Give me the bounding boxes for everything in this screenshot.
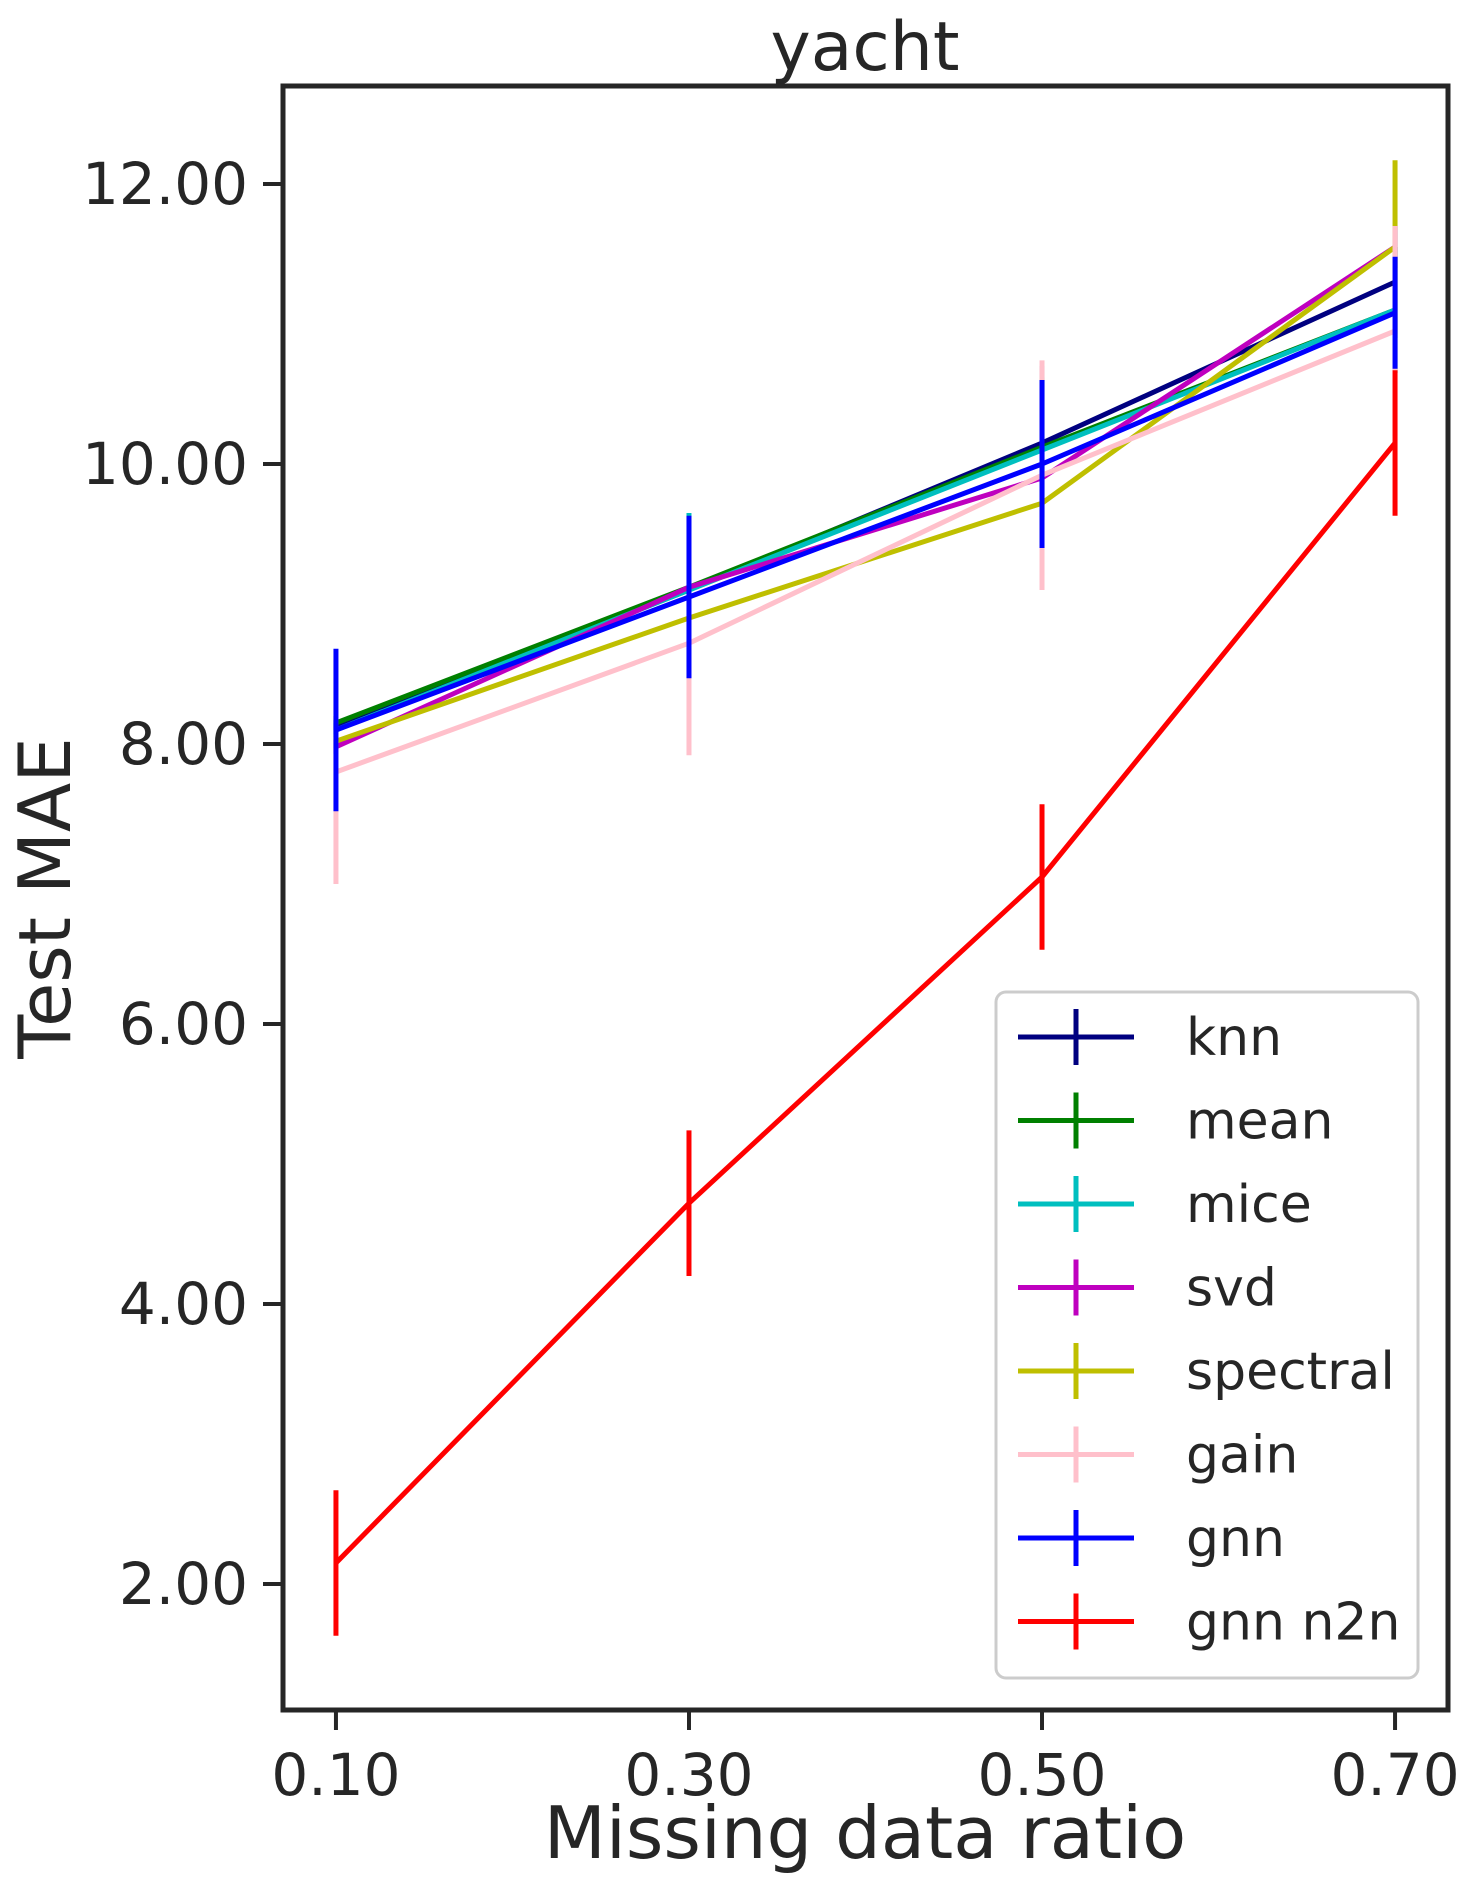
chart-title: yacht xyxy=(770,8,959,87)
legend-item: spectral xyxy=(1018,1342,1395,1402)
y-tick-label: 2.00 xyxy=(119,1550,248,1618)
legend-label: gnn xyxy=(1186,1509,1285,1569)
series-line xyxy=(335,307,1396,733)
y-tick-label: 6.00 xyxy=(119,990,248,1058)
x-axis-label: Missing data ratio xyxy=(544,1791,1186,1875)
legend-box xyxy=(994,990,1420,1680)
legend-item: knn xyxy=(1018,1008,1282,1068)
legend-item: gnn n2n xyxy=(1018,1593,1400,1653)
legend-item: mice xyxy=(1018,1175,1312,1235)
x-tick-label: 0.50 xyxy=(977,1741,1106,1809)
x-tick-label: 0.70 xyxy=(1330,1741,1459,1809)
legend-label: svd xyxy=(1186,1259,1277,1319)
y-axis-ticks: 2.00 4.00 6.00 8.00 10.00 12.00 xyxy=(82,150,283,1618)
series-gnn xyxy=(333,256,1398,812)
legend-label: gnn n2n xyxy=(1186,1593,1400,1653)
legend-item: mean xyxy=(1018,1092,1333,1152)
legend-label: knn xyxy=(1186,1008,1282,1068)
legend-label: gain xyxy=(1186,1426,1298,1486)
y-tick-label: 4.00 xyxy=(119,1270,248,1338)
y-tick-label: 10.00 xyxy=(82,430,248,498)
y-tick-label: 8.00 xyxy=(119,710,248,778)
series-line xyxy=(334,441,1397,1565)
plot-series xyxy=(333,160,1398,1636)
series-line xyxy=(335,310,1397,733)
x-axis-ticks: 0.10 0.30 0.50 0.70 xyxy=(271,1710,1460,1809)
legend: knn mean mice svd spectral gain gnn gnn n2n xyxy=(994,990,1420,1680)
legend-item: gnn xyxy=(1018,1509,1285,1569)
plot-frame xyxy=(280,83,1451,1713)
y-tick-label: 12.00 xyxy=(82,150,248,218)
y-axis-label: Test MAE xyxy=(3,737,87,1060)
x-tick-label: 0.10 xyxy=(271,1741,400,1809)
series-line xyxy=(335,328,1396,775)
legend-item: gain xyxy=(1018,1426,1298,1486)
legend-item: svd xyxy=(1018,1259,1277,1319)
legend-label: mice xyxy=(1186,1175,1312,1235)
legend-label: spectral xyxy=(1186,1342,1395,1402)
x-tick-label: 0.30 xyxy=(624,1741,753,1809)
legend-label: mean xyxy=(1186,1092,1333,1152)
series-gnn-n2n xyxy=(333,370,1398,1636)
